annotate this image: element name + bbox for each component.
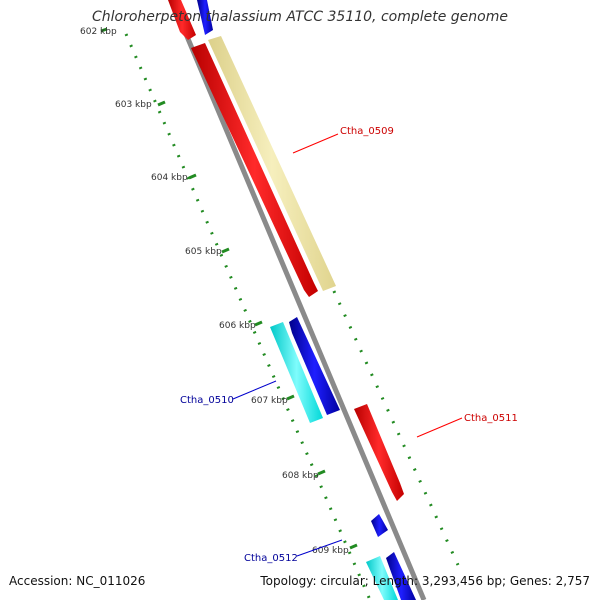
gene-ctha-0510[interactable] <box>289 317 340 415</box>
genome-backbone <box>175 14 427 600</box>
gene-label-ctha-0510[interactable]: Ctha_0510 <box>180 395 234 406</box>
tick-label-603: 603 kbp <box>115 100 152 110</box>
gene-ctha-0511[interactable] <box>354 404 404 501</box>
gene-ctha-0512-cds[interactable] <box>366 556 398 600</box>
genome-title: Chloroherpeton thalassium ATCC 35110, co… <box>92 9 508 25</box>
gene-label-ctha-0512[interactable]: Ctha_0512 <box>244 553 298 564</box>
gene-partial-top-blue[interactable] <box>197 0 213 35</box>
tick-label-608: 608 kbp <box>282 471 319 481</box>
gene-ctha-0510-cds[interactable] <box>270 322 323 423</box>
accession-text: Accession: NC_011026 <box>9 574 146 588</box>
gene-ctha-0509-cds[interactable] <box>208 36 336 291</box>
tick-label-604: 604 kbp <box>151 173 188 183</box>
tick-label-606: 606 kbp <box>219 321 256 331</box>
leader-ctha-0510 <box>232 380 277 400</box>
leader-ctha-0512 <box>296 539 343 557</box>
gene-label-ctha-0511[interactable]: Ctha_0511 <box>464 413 518 424</box>
gene-ctha-0512-small[interactable] <box>371 514 388 537</box>
tick-label-609: 609 kbp <box>312 546 349 556</box>
gene-label-ctha-0509[interactable]: Ctha_0509 <box>340 126 394 137</box>
tick-label-607: 607 kbp <box>251 396 288 406</box>
ruler-ticks <box>100 27 358 550</box>
gene-ctha-0512[interactable] <box>386 552 416 600</box>
leader-ctha-0511 <box>416 417 463 438</box>
genome-stats-text: Topology: circular; Length: 3,293,456 bp… <box>260 574 590 588</box>
tick-label-602: 602 kbp <box>80 27 117 37</box>
gene-partial-top-red[interactable] <box>168 0 196 40</box>
gene-ctha-0509[interactable] <box>191 43 318 297</box>
tick-label-605: 605 kbp <box>185 247 222 257</box>
leader-ctha-0509 <box>292 133 339 154</box>
